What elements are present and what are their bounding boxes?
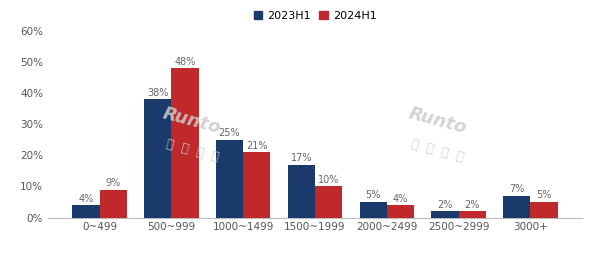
Bar [359,202,387,218]
Text: Runto: Runto [407,104,469,137]
Text: 5%: 5% [365,190,381,200]
Bar [288,165,315,218]
Text: 4%: 4% [393,194,408,204]
Bar [503,196,530,218]
Text: 48%: 48% [175,57,196,67]
Text: 10%: 10% [318,175,340,185]
Bar [530,202,558,218]
Text: 洛  图  科  技: 洛 图 科 技 [410,137,466,164]
Bar [144,99,172,218]
Text: 洛  图  科  技: 洛 图 科 技 [164,137,220,164]
Text: 7%: 7% [509,184,524,194]
Bar [243,152,271,218]
Text: 9%: 9% [106,178,121,188]
Text: 4%: 4% [78,194,94,204]
Text: 2%: 2% [437,200,452,210]
Bar [172,68,199,218]
Bar [387,205,414,218]
Bar [315,186,342,218]
Text: 17%: 17% [290,153,312,163]
Bar [431,211,458,218]
Bar [72,205,100,218]
Bar [216,140,243,218]
Text: 25%: 25% [219,128,241,138]
Text: 38%: 38% [147,88,169,98]
Text: Runto: Runto [161,104,223,137]
Text: 2%: 2% [464,200,480,210]
Bar [458,211,486,218]
Bar [100,189,127,218]
Text: 5%: 5% [536,190,552,200]
Text: 21%: 21% [246,141,268,151]
Legend: 2023H1, 2024H1: 2023H1, 2024H1 [249,6,381,25]
